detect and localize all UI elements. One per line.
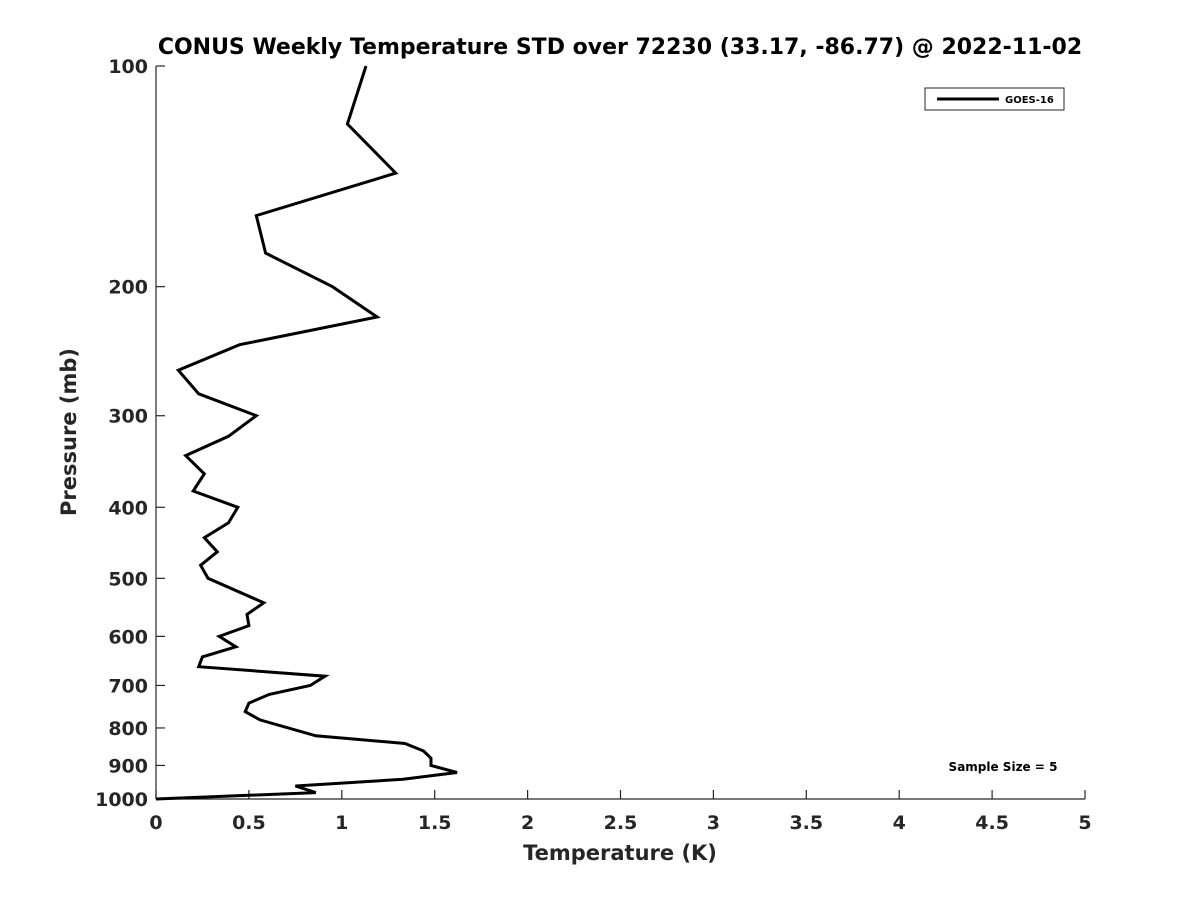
x-tick-label: 5 <box>1078 812 1091 834</box>
legend: GOES-16 <box>924 87 1065 111</box>
y-tick-label: 400 <box>108 497 148 519</box>
x-tick-label: 4 <box>893 812 906 834</box>
y-tick-label: 700 <box>108 675 148 697</box>
x-tick-label: 4.5 <box>975 812 1009 834</box>
x-tick-label: 3 <box>707 812 720 834</box>
x-tick-label: 2.5 <box>604 812 638 834</box>
series-line-goes-16 <box>155 65 458 801</box>
y-tick-label: 600 <box>108 626 148 648</box>
y-tick-label: 1000 <box>95 789 148 811</box>
y-tick-label: 900 <box>108 755 148 777</box>
x-tick-label: 0.5 <box>232 812 266 834</box>
chart-title: CONUS Weekly Temperature STD over 72230 … <box>158 35 1082 60</box>
y-tick-label: 200 <box>108 277 148 299</box>
x-tick-label: 1.5 <box>418 812 452 834</box>
sample-size-annotation: Sample Size = 5 <box>949 760 1058 774</box>
x-tick-label: 3.5 <box>789 812 823 834</box>
y-tick-label: 100 <box>108 56 148 78</box>
tick-labels: 0 0.5 1 1.5 2 2.5 3 3.5 4 4.5 5 100 200 300 400 500 600 7… <box>95 56 1092 834</box>
legend-label-goes-16: GOES-16 <box>1005 95 1054 106</box>
y-tick-label: 500 <box>108 568 148 590</box>
x-axis-label: Temperature (K) <box>523 841 717 865</box>
x-tick-label: 0 <box>149 812 162 834</box>
y-tick-label: 300 <box>108 406 148 428</box>
series-layer <box>155 65 458 801</box>
y-tick-label: 800 <box>108 718 148 740</box>
x-tick-label: 2 <box>521 812 534 834</box>
y-axis-label: Pressure (mb) <box>57 348 81 516</box>
x-tick-label: 1 <box>335 812 348 834</box>
